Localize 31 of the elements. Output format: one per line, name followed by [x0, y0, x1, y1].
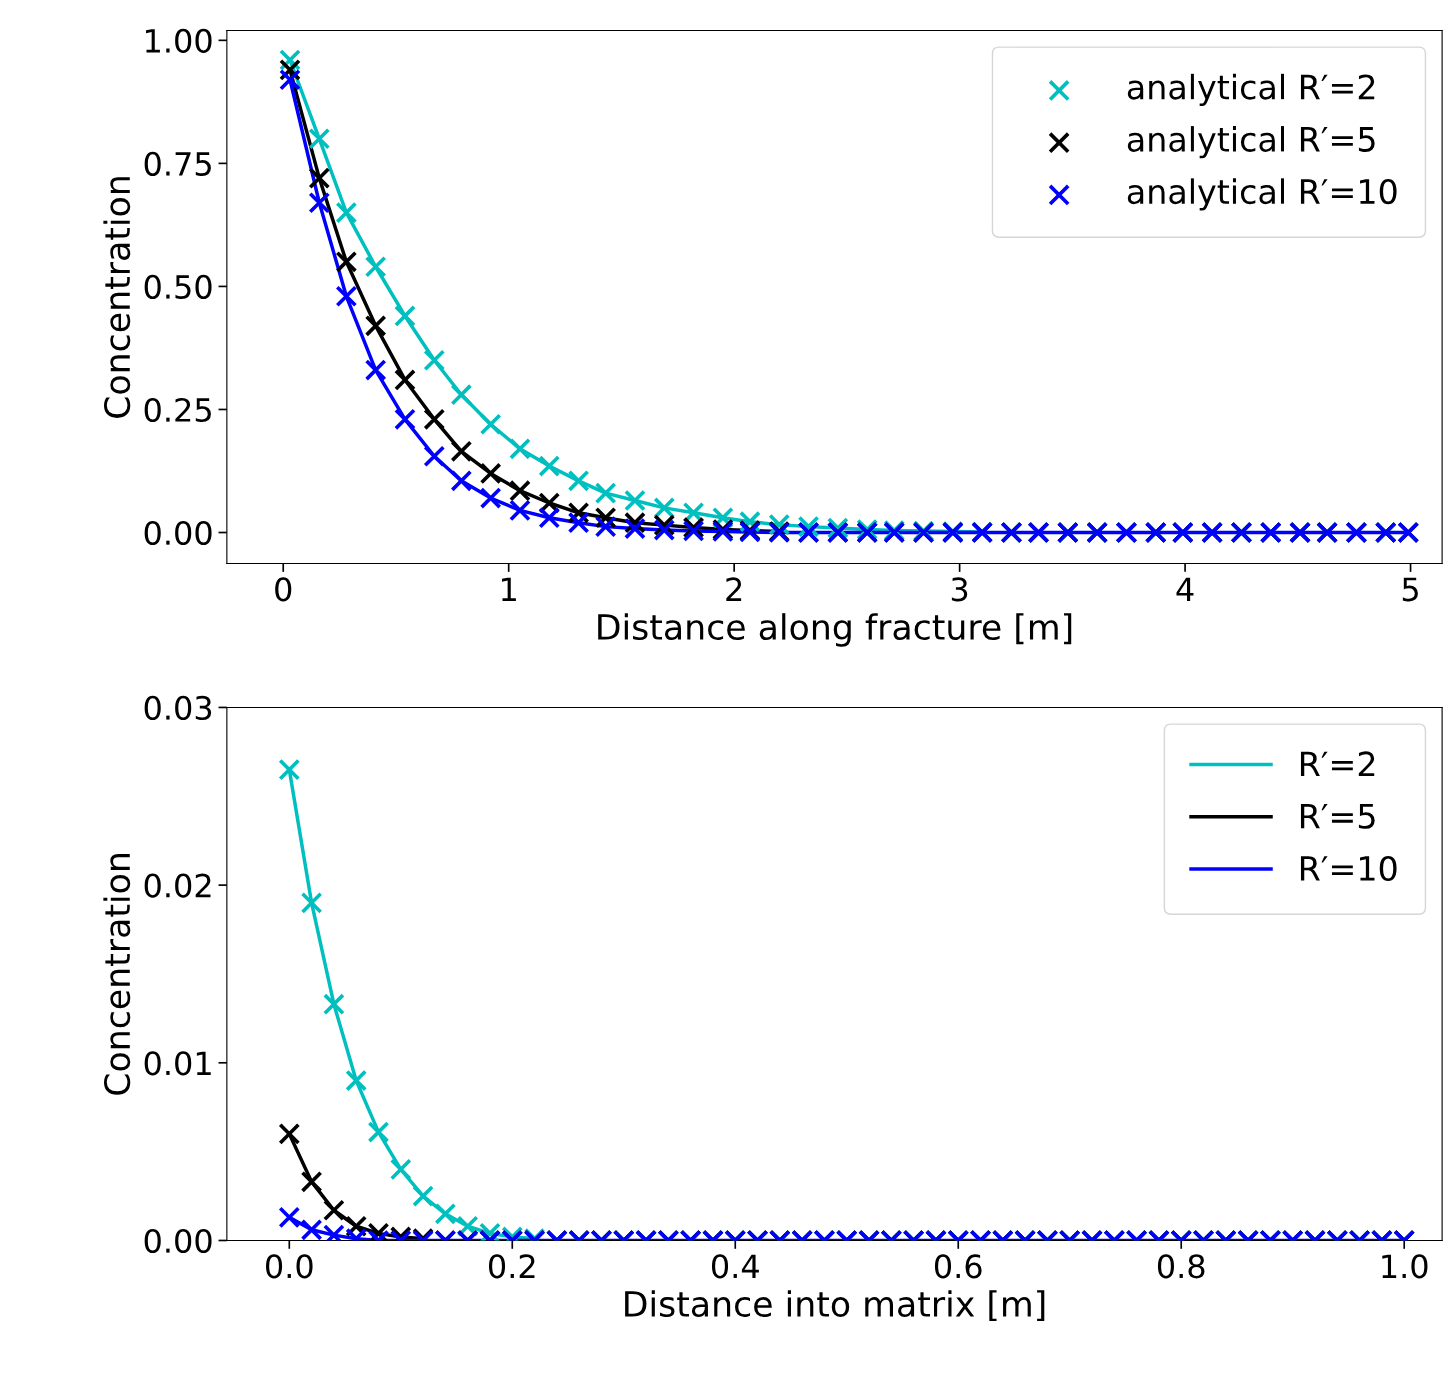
x-tick-label: 0.0: [266, 1254, 313, 1279]
y-tick-label: 0.03: [144, 695, 212, 721]
legend-label: analytical R′=10: [1127, 178, 1397, 211]
x-tick-label: 0.4: [711, 1254, 759, 1279]
y-tick-label: 0.50: [144, 274, 212, 300]
x-tick-label: 2: [726, 577, 742, 601]
legend-label: R′=2: [1300, 751, 1375, 777]
y-axis-title: Concentration: [103, 177, 131, 418]
x-tick-label: 0.8: [1157, 1254, 1205, 1279]
y-tick-label: 0.25: [144, 397, 211, 423]
y-tick-label: 1.00: [146, 28, 212, 53]
y-tick-label: 0.75: [144, 151, 211, 176]
x-tick-label: 1: [502, 577, 516, 601]
y-tick-label: 0.02: [144, 873, 211, 898]
x-axis-title: Distance along fracture [m]: [598, 613, 1072, 647]
legend-label: R′=10: [1300, 855, 1397, 882]
x-tick-label: 0.6: [934, 1254, 982, 1279]
x-tick-label: 1.0: [1382, 1254, 1428, 1279]
x-tick-label: 4: [1176, 577, 1194, 601]
y-tick-label: 0.00: [144, 520, 212, 546]
y-axis-title: Concentration: [103, 854, 131, 1095]
legend-label: analytical R′=2: [1127, 73, 1375, 107]
x-tick-label: 5: [1402, 577, 1418, 602]
x-tick-label: 0: [275, 577, 292, 602]
legend-label: analytical R′=5: [1127, 126, 1375, 159]
y-tick-label: 0.01: [144, 1051, 211, 1076]
legend-label: R′=5: [1300, 804, 1375, 829]
y-tick-label: 0.00: [144, 1228, 212, 1254]
x-axis-title: Distance into matrix [m]: [625, 1290, 1045, 1322]
x-tick-label: 0.2: [488, 1254, 535, 1279]
x-tick-label: 3: [951, 577, 968, 602]
